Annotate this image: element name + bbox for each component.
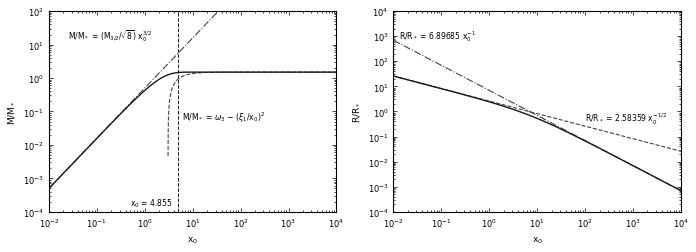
Text: M/M$_*$ = (M$_{3/2}$/$\sqrt{8}$) x$_0^{3/2}$: M/M$_*$ = (M$_{3/2}$/$\sqrt{8}$) x$_0^{3… <box>68 28 152 44</box>
Text: x$_0$ = 4.855: x$_0$ = 4.855 <box>130 197 173 209</box>
Text: M/M$_*$ = $\omega_3$ $-$ ($\xi_1$/x$_0$)$^2$: M/M$_*$ = $\omega_3$ $-$ ($\xi_1$/x$_0$)… <box>182 110 265 125</box>
Y-axis label: M/M$_*$: M/M$_*$ <box>7 100 17 124</box>
Y-axis label: R/R$_*$: R/R$_*$ <box>351 101 362 123</box>
Text: R/R$_*$ = 6.89685 x$_0^{-1}$: R/R$_*$ = 6.89685 x$_0^{-1}$ <box>399 29 476 44</box>
X-axis label: x$_0$: x$_0$ <box>532 235 543 245</box>
Text: R/R$_*$ = 2.58359 x$_0^{-1/2}$: R/R$_*$ = 2.58359 x$_0^{-1/2}$ <box>585 112 667 127</box>
X-axis label: x$_0$: x$_0$ <box>187 235 198 245</box>
